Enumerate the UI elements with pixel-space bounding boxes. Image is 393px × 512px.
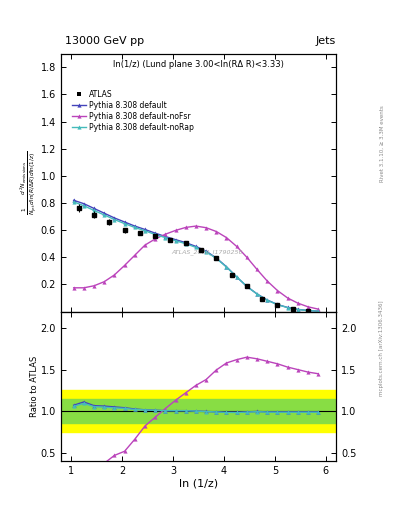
Y-axis label: Ratio to ATLAS: Ratio to ATLAS [30,355,39,417]
Text: ATLAS_2020_I1790256: ATLAS_2020_I1790256 [171,249,242,255]
Text: Jets: Jets [316,36,336,46]
Text: 13000 GeV pp: 13000 GeV pp [65,36,144,46]
Legend: ATLAS, Pythia 8.308 default, Pythia 8.308 default-noFsr, Pythia 8.308 default-no: ATLAS, Pythia 8.308 default, Pythia 8.30… [70,89,196,133]
Y-axis label: $\frac{1}{N_{\rm jet}}\frac{d^2 N_{\rm emissions}}{d\ln(R/\Delta R)\,d\ln(1/z)}$: $\frac{1}{N_{\rm jet}}\frac{d^2 N_{\rm e… [19,151,39,215]
Text: Rivet 3.1.10, ≥ 3.3M events: Rivet 3.1.10, ≥ 3.3M events [380,105,384,182]
Text: mcplots.cern.ch [arXiv:1306.3436]: mcplots.cern.ch [arXiv:1306.3436] [380,301,384,396]
X-axis label: ln (1/z): ln (1/z) [179,478,218,488]
Text: ln(1/z) (Lund plane 3.00<ln(RΔ R)<3.33): ln(1/z) (Lund plane 3.00<ln(RΔ R)<3.33) [113,60,284,69]
